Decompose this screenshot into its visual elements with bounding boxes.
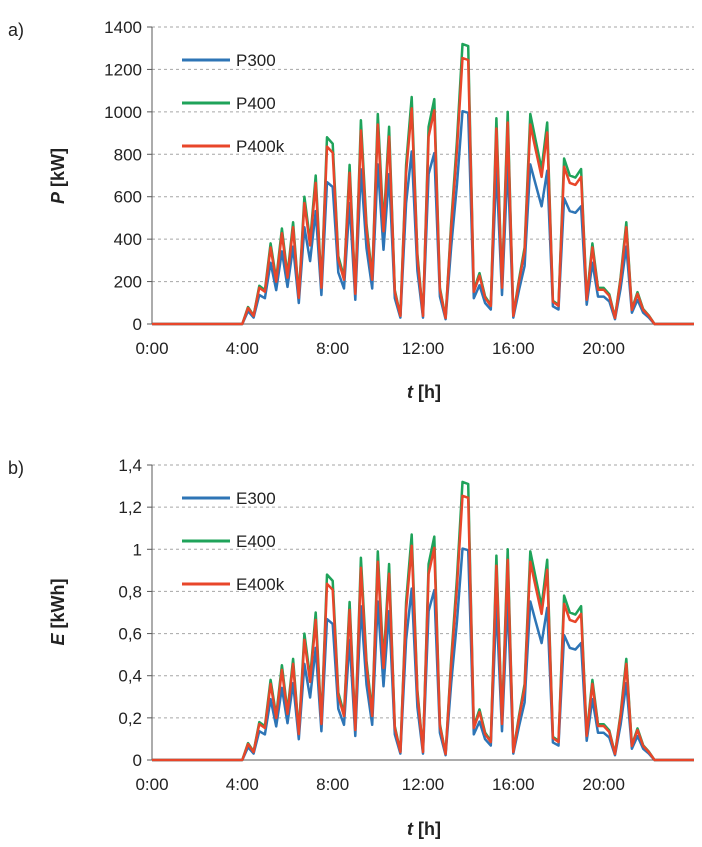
y-tick-label-a-2: 400 xyxy=(114,230,142,249)
grid-lines-b xyxy=(152,464,694,719)
y-tick-label-a-1: 200 xyxy=(114,273,142,292)
x-tick-label-a-2: 8:00 xyxy=(316,339,349,358)
grid-lines-a xyxy=(152,26,694,283)
series-lines-b xyxy=(152,480,694,762)
y-axis-label-b: E [kWh] xyxy=(48,579,68,646)
y-tick-label-b-2: 0,4 xyxy=(118,667,142,686)
axes-b: 0 0,2 0,4 0,6 0,8 1 1,2 1,4 0:00 4:00 8:00 12:00 16:… xyxy=(118,456,694,794)
x-tick-label-a-3: 12:00 xyxy=(402,339,445,358)
x-axis-label-b-var: t xyxy=(407,819,414,839)
x-tick-label-b-2: 8:00 xyxy=(316,775,349,794)
legend-label-p400: P400 xyxy=(236,94,276,113)
x-tick-label-b-3: 12:00 xyxy=(402,775,445,794)
y-tick-label-a-3: 600 xyxy=(114,188,142,207)
y-tick-label-b-7: 1,4 xyxy=(118,456,142,475)
series-line-e400k xyxy=(152,494,694,762)
x-tick-label-b-1: 4:00 xyxy=(226,775,259,794)
x-axis-label-a: t [h] xyxy=(407,382,441,402)
legend-label-e300: E300 xyxy=(236,489,276,508)
y-tick-label-b-1: 0,2 xyxy=(118,709,142,728)
x-tick-label-b-0: 0:00 xyxy=(135,775,168,794)
x-tick-label-a-5: 20:00 xyxy=(582,339,625,358)
x-tick-label-b-5: 20:00 xyxy=(582,775,625,794)
y-tick-label-a-0: 0 xyxy=(133,315,142,334)
x-tick-label-a-4: 16:00 xyxy=(492,339,535,358)
legend-label-p300: P300 xyxy=(236,51,276,70)
y-axis-label-b-var: E xyxy=(48,633,68,646)
x-axis-label-b-unit: [h] xyxy=(413,819,441,839)
series-line-p400k xyxy=(152,56,694,326)
x-tick-label-a-1: 4:00 xyxy=(226,339,259,358)
x-tick-label-a-0: 0:00 xyxy=(135,339,168,358)
panel-label-b: b) xyxy=(8,458,24,478)
chart-panel-b: b) 0 0,2 0,4 0,6 0,8 1 1,2 1,4 0:00 4:00 8:00 12:00… xyxy=(8,456,694,839)
y-tick-label-a-4: 800 xyxy=(114,145,142,164)
y-tick-label-b-4: 0,8 xyxy=(118,582,142,601)
y-tick-label-b-0: 0 xyxy=(133,751,142,770)
x-tick-label-b-4: 16:00 xyxy=(492,775,535,794)
x-axis-label-a-unit: [h] xyxy=(413,382,441,402)
legend-label-p400k: P400k xyxy=(236,137,285,156)
y-tick-label-b-5: 1 xyxy=(133,540,142,559)
x-axis-label-a-var: t xyxy=(407,382,414,402)
y-axis-label-b-unit: [kWh] xyxy=(48,579,68,634)
panel-label-a: a) xyxy=(8,20,24,40)
legend-label-e400: E400 xyxy=(236,532,276,551)
y-tick-label-a-6: 1200 xyxy=(104,60,142,79)
series-lines-a xyxy=(152,42,694,326)
y-axis-label-a: P [kW] xyxy=(48,148,68,204)
x-axis-label-b: t [h] xyxy=(407,819,441,839)
legend-a: P300 P400 P400k xyxy=(182,51,285,156)
chart-panel-a: a) 0 200 400 600 800 1000 1200 1400 0:00 4:00 8:00… xyxy=(8,18,694,402)
y-tick-label-a-7: 1400 xyxy=(104,18,142,37)
y-tick-label-a-5: 1000 xyxy=(104,103,142,122)
legend-label-e400k: E400k xyxy=(236,575,285,594)
y-tick-label-b-3: 0,6 xyxy=(118,625,142,644)
y-tick-label-b-6: 1,2 xyxy=(118,498,142,517)
axes-a: 0 200 400 600 800 1000 1200 1400 0:00 4:00 8:00 12:… xyxy=(104,18,694,358)
y-axis-label-a-unit: [kW] xyxy=(48,148,68,192)
y-axis-label-a-var: P xyxy=(48,191,68,204)
legend-b: E300 E400 E400k xyxy=(182,489,285,594)
